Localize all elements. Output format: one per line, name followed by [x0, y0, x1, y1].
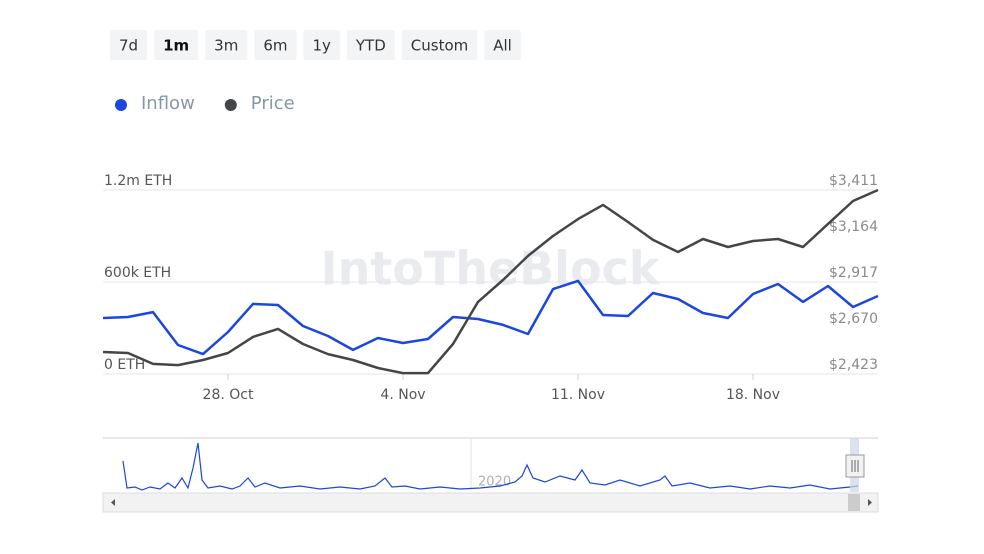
range-button[interactable]: 1m	[154, 30, 199, 60]
range-button[interactable]: 1y	[303, 30, 340, 60]
range-button-bg[interactable]	[484, 30, 521, 60]
range-button[interactable]: All	[484, 30, 521, 60]
range-button[interactable]: 6m	[254, 30, 297, 60]
scrollbar	[102, 492, 879, 513]
navigator: 2020	[102, 437, 879, 513]
legend-marker	[224, 99, 237, 111]
range-button[interactable]: YTD	[346, 30, 395, 60]
navigator-bg	[103, 438, 878, 492]
range-button-label[interactable]: 7d	[119, 37, 138, 55]
y-tick-label: 600k ETH	[104, 265, 171, 281]
scroll-left[interactable]	[111, 499, 115, 506]
range-button[interactable]: 3m	[205, 30, 248, 60]
legend-marker	[115, 99, 127, 111]
y2-tick-label: $2,423	[829, 357, 878, 373]
legend-label: Inflow	[141, 93, 195, 114]
scrollbar-thumb[interactable]	[848, 494, 860, 511]
range-button-bg[interactable]	[154, 30, 199, 60]
x-tick-label: 4. Nov	[380, 387, 425, 403]
y2-tick-label: $3,411	[829, 173, 878, 189]
y-tick-label: 1.2m ETH	[104, 173, 172, 189]
range-button-bg[interactable]	[303, 30, 340, 60]
x-tick-label: 11. Nov	[551, 387, 605, 403]
navigator-line	[122, 442, 859, 491]
range-button-label[interactable]: 1y	[312, 37, 331, 55]
range-button-label[interactable]: 1m	[163, 37, 189, 55]
x-tick-label: 28. Oct	[203, 387, 254, 403]
range-button-label[interactable]: 6m	[263, 37, 287, 55]
range-button-bg[interactable]	[205, 30, 248, 60]
series-line	[102, 188, 879, 375]
range-button-bg[interactable]	[110, 30, 148, 60]
x-tick-label: 18. Nov	[726, 387, 780, 403]
y2-tick-label: $2,917	[829, 265, 878, 281]
range-button-label[interactable]: 3m	[214, 37, 238, 55]
handle-grip	[851, 460, 859, 472]
watermark: IntoTheBlock	[320, 242, 660, 296]
range-button[interactable]: 7d	[110, 30, 148, 60]
range-button-bg[interactable]	[346, 30, 395, 60]
legend-label: Price	[251, 93, 295, 114]
range-button-label[interactable]: YTD	[355, 37, 386, 55]
range-button-bg[interactable]	[401, 30, 478, 60]
range-button-label[interactable]: Custom	[411, 37, 468, 55]
series-line	[102, 279, 879, 356]
range-button[interactable]: Custom	[401, 30, 478, 60]
y2-tick-label: $3,164	[829, 219, 878, 235]
range-button-label[interactable]: All	[493, 37, 512, 55]
scroll-right[interactable]	[868, 499, 872, 506]
range-button-bg[interactable]	[254, 30, 297, 60]
y-tick-label: 0 ETH	[104, 357, 145, 373]
y2-tick-label: $2,670	[829, 311, 878, 327]
